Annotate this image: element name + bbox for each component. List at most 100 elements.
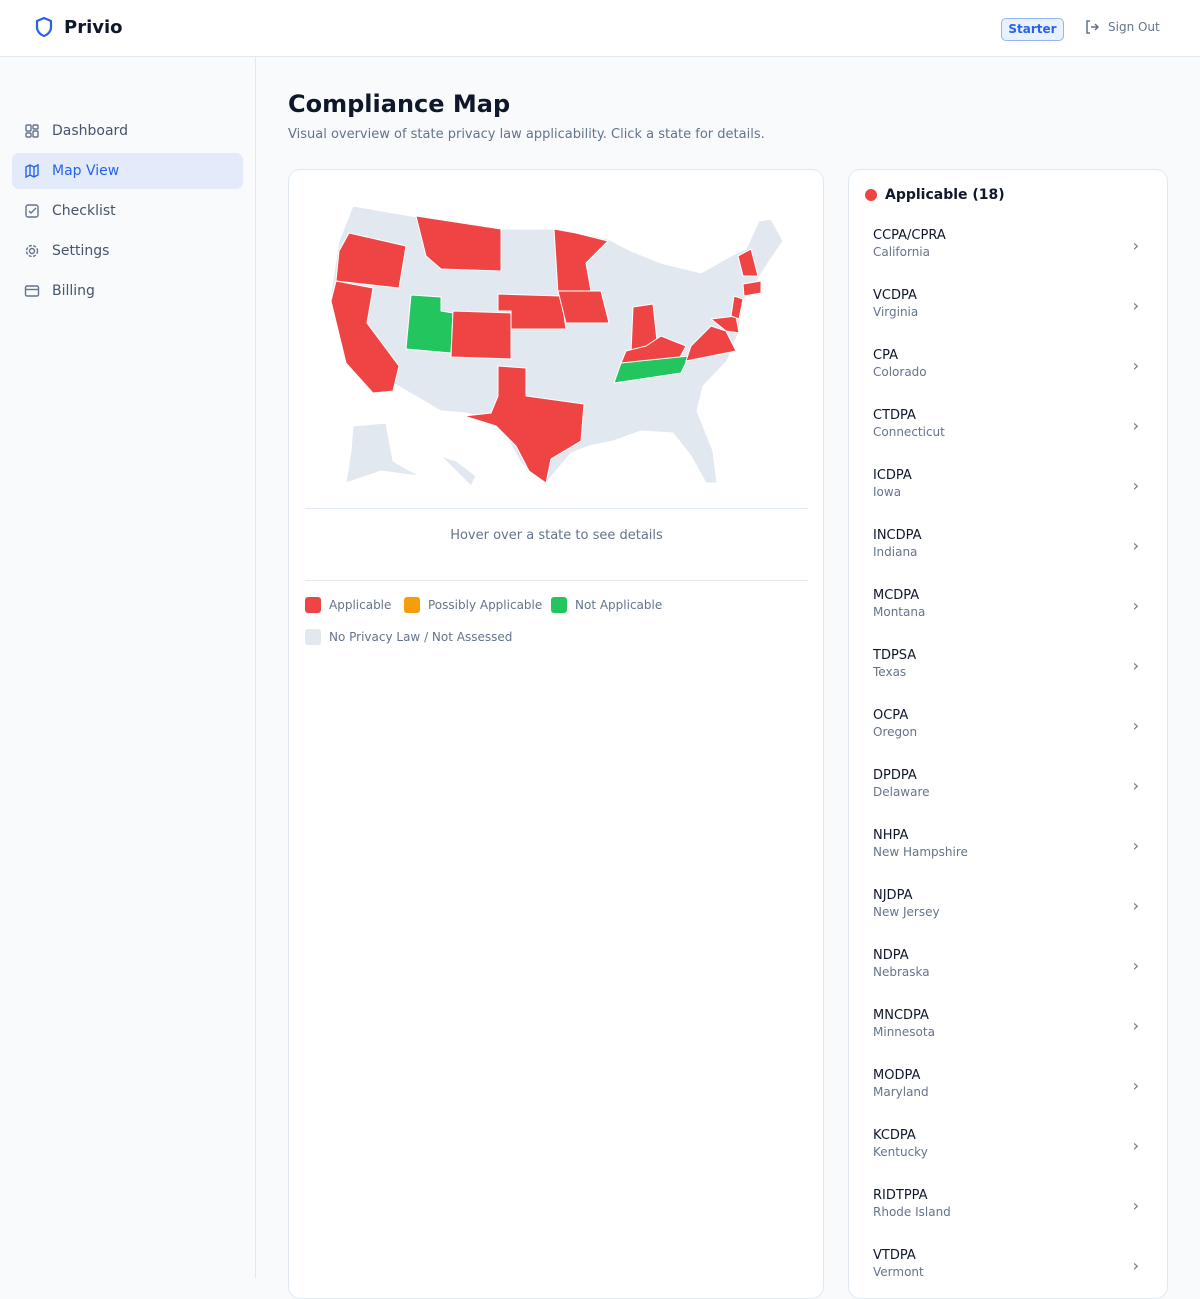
sidebar-item-settings[interactable]: Settings bbox=[12, 233, 243, 269]
law-name: NJDPA bbox=[873, 888, 913, 903]
law-state: New Hampshire bbox=[873, 845, 968, 859]
state-md[interactable] bbox=[709, 315, 740, 334]
law-name: NDPA bbox=[873, 948, 909, 963]
law-name: CTDPA bbox=[873, 408, 916, 423]
state-base-contiguous-us[interactable] bbox=[330, 205, 784, 484]
chevron-right-icon: › bbox=[1132, 596, 1139, 615]
legend-not-applicable: Not Applicable bbox=[551, 597, 662, 613]
law-state: Minnesota bbox=[873, 1025, 935, 1039]
page-subtitle: Visual overview of state privacy law app… bbox=[288, 127, 765, 142]
chevron-right-icon: › bbox=[1132, 1256, 1139, 1275]
law-state: Montana bbox=[873, 605, 926, 619]
chevron-right-icon: › bbox=[1132, 776, 1139, 795]
state-or[interactable] bbox=[335, 232, 407, 289]
plan-badge: Starter bbox=[1001, 18, 1064, 41]
map-icon bbox=[25, 163, 39, 179]
state-ia[interactable] bbox=[557, 290, 610, 324]
legend-no-law: No Privacy Law / Not Assessed bbox=[305, 629, 512, 645]
legend-applicable: Applicable bbox=[305, 597, 391, 613]
sidebar-item-label: Billing bbox=[52, 283, 95, 299]
law-list-item[interactable]: NDPA Nebraska › bbox=[873, 948, 1145, 996]
law-state: New Jersey bbox=[873, 905, 940, 919]
law-state: Oregon bbox=[873, 725, 918, 739]
dashboard-icon bbox=[25, 124, 39, 138]
us-map[interactable] bbox=[289, 170, 825, 500]
law-state: Kentucky bbox=[873, 1145, 928, 1159]
law-list-item[interactable]: INCDPA Indiana › bbox=[873, 528, 1145, 576]
law-list-item[interactable]: KCDPA Kentucky › bbox=[873, 1128, 1145, 1176]
law-name: CPA bbox=[873, 348, 898, 363]
law-name: VTDPA bbox=[873, 1248, 916, 1263]
law-list-item[interactable]: MNCDPA Minnesota › bbox=[873, 1008, 1145, 1056]
list-header: Applicable (18) bbox=[865, 187, 1005, 203]
law-state: California bbox=[873, 245, 930, 259]
state-nj[interactable] bbox=[730, 295, 744, 320]
shield-icon bbox=[35, 16, 53, 38]
chevron-right-icon: › bbox=[1132, 1016, 1139, 1035]
law-list-item[interactable]: MCDPA Montana › bbox=[873, 588, 1145, 636]
chevron-right-icon: › bbox=[1132, 1196, 1139, 1215]
state-alaska[interactable] bbox=[345, 422, 420, 484]
map-card: Hover over a state to see details Applic… bbox=[288, 169, 824, 1299]
law-name: OCPA bbox=[873, 708, 909, 723]
law-list-item[interactable]: VTDPA Vermont › bbox=[873, 1248, 1145, 1296]
state-tn[interactable] bbox=[613, 355, 690, 384]
law-state: Virginia bbox=[873, 305, 919, 319]
state-tx[interactable] bbox=[463, 365, 585, 484]
sign-out-label: Sign Out bbox=[1108, 20, 1160, 34]
sidebar-item-label: Checklist bbox=[52, 203, 116, 219]
sidebar-item-label: Settings bbox=[52, 243, 110, 259]
law-list-item[interactable]: NJDPA New Jersey › bbox=[873, 888, 1145, 936]
brand-logo[interactable]: Privio bbox=[34, 16, 123, 38]
law-name: NHPA bbox=[873, 828, 909, 843]
chevron-right-icon: › bbox=[1132, 836, 1139, 855]
state-hawaii[interactable] bbox=[440, 455, 477, 487]
divider bbox=[305, 580, 808, 581]
law-name: VCDPA bbox=[873, 288, 917, 303]
law-list-item[interactable]: OCPA Oregon › bbox=[873, 708, 1145, 756]
state-mt[interactable] bbox=[415, 215, 502, 272]
law-list-item[interactable]: CPA Colorado › bbox=[873, 348, 1145, 396]
applicable-list-card: Applicable (18) CCPA/CPRA California › VCDP… bbox=[848, 169, 1168, 1299]
state-va[interactable] bbox=[685, 325, 737, 362]
logout-icon bbox=[1086, 20, 1100, 34]
state-ca[interactable] bbox=[330, 280, 400, 394]
sign-out-button[interactable]: Sign Out bbox=[1084, 19, 1160, 35]
sidebar-item-checklist[interactable]: Checklist bbox=[12, 193, 243, 229]
law-name: RIDTPPA bbox=[873, 1188, 928, 1203]
law-list-item[interactable]: DPDPA Delaware › bbox=[873, 768, 1145, 816]
law-state: Connecticut bbox=[873, 425, 945, 439]
chevron-right-icon: › bbox=[1132, 296, 1139, 315]
law-list-item[interactable]: CTDPA Connecticut › bbox=[873, 408, 1145, 456]
law-list-item[interactable]: MODPA Maryland › bbox=[873, 1068, 1145, 1116]
law-list-item[interactable]: ICDPA Iowa › bbox=[873, 468, 1145, 516]
law-list-item[interactable]: TDPSA Texas › bbox=[873, 648, 1145, 696]
chevron-right-icon: › bbox=[1132, 656, 1139, 675]
state-ct[interactable] bbox=[742, 280, 762, 297]
law-state: Delaware bbox=[873, 785, 930, 799]
state-nh[interactable] bbox=[737, 248, 759, 277]
law-list-item[interactable]: CCPA/CPRA California › bbox=[873, 228, 1145, 276]
law-state: Iowa bbox=[873, 485, 902, 499]
law-state: Vermont bbox=[873, 1265, 924, 1279]
sidebar: Dashboard Map View Checklist Settings Billin… bbox=[0, 57, 256, 1278]
sidebar-item-map-view[interactable]: Map View bbox=[12, 153, 243, 189]
credit-card-icon bbox=[24, 285, 40, 297]
law-list-item[interactable]: NHPA New Hampshire › bbox=[873, 828, 1145, 876]
state-co[interactable] bbox=[450, 310, 512, 360]
chevron-right-icon: › bbox=[1132, 716, 1139, 735]
law-name: MODPA bbox=[873, 1068, 921, 1083]
chevron-right-icon: › bbox=[1132, 236, 1139, 255]
chevron-right-icon: › bbox=[1132, 896, 1139, 915]
law-name: CCPA/CPRA bbox=[873, 228, 946, 243]
law-name: INCDPA bbox=[873, 528, 922, 543]
sidebar-item-billing[interactable]: Billing bbox=[12, 273, 243, 309]
law-state: Rhode Island bbox=[873, 1205, 951, 1219]
sidebar-item-dashboard[interactable]: Dashboard bbox=[12, 113, 243, 149]
sidebar-item-label: Dashboard bbox=[52, 123, 128, 139]
law-name: TDPSA bbox=[873, 648, 917, 663]
checklist-icon bbox=[25, 204, 39, 218]
law-list-item[interactable]: VCDPA Virginia › bbox=[873, 288, 1145, 336]
law-list-item[interactable]: RIDTPPA Rhode Island › bbox=[873, 1188, 1145, 1236]
law-name: ICDPA bbox=[873, 468, 912, 483]
